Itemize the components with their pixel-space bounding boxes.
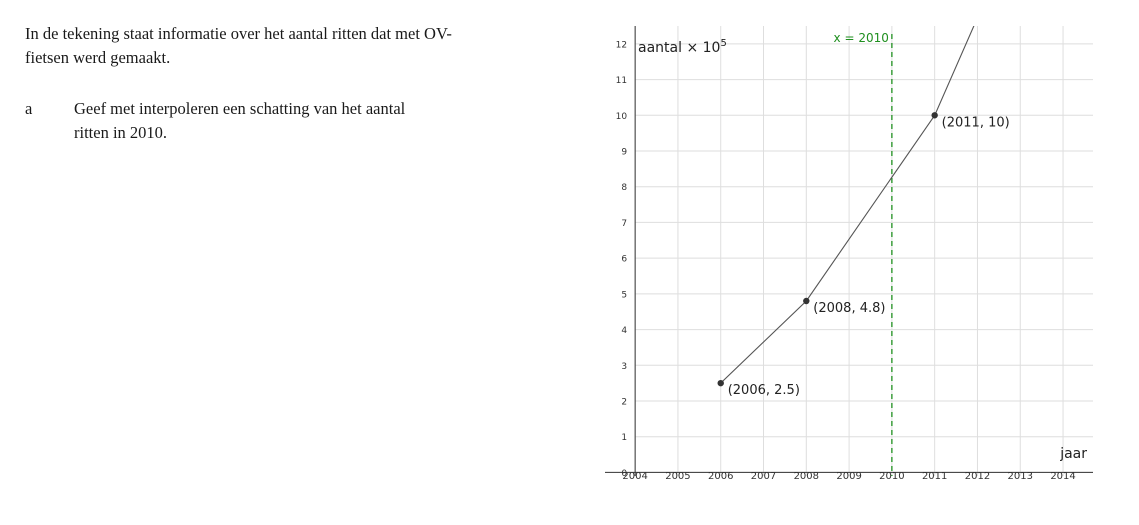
x-axis-label: jaar <box>1059 446 1087 462</box>
question-text: In de tekening staat informatie over het… <box>25 22 455 145</box>
question-item-letter: a <box>25 99 33 118</box>
y-tick-label: 12 <box>616 40 627 50</box>
x-tick-label: 2005 <box>665 471 690 482</box>
data-points-group: (2006, 2.5) (2008, 4.8) (2011, 10) <box>717 112 1010 398</box>
y-tick-label: 7 <box>621 219 627 229</box>
data-point-label: (2008, 4.8) <box>813 301 885 316</box>
data-point <box>931 112 938 119</box>
x-tick-label: 2012 <box>965 471 990 482</box>
y-tick-label: 9 <box>621 148 627 158</box>
chart-grid <box>634 26 1093 476</box>
data-point-label: (2011, 10) <box>942 115 1010 130</box>
y-axis-label-exponent: 5 <box>720 38 726 49</box>
data-point <box>717 379 724 387</box>
x-tick-label: 2009 <box>836 471 861 482</box>
y-tick-label: 2 <box>621 398 627 408</box>
y-axis-label-base: aantal × 10 <box>638 40 720 56</box>
y-tick-label: 4 <box>621 326 627 336</box>
y-tick-label: 5 <box>621 290 627 300</box>
x-tick-label: 2011 <box>922 471 947 482</box>
question-intro: In de tekening staat informatie over het… <box>25 24 452 67</box>
y-tick-label: 8 <box>621 183 627 193</box>
y-tick-label: 11 <box>616 76 627 86</box>
y-tick-label: 1 <box>621 433 627 443</box>
question-item: a Geef met interpoleren een schatting va… <box>25 97 455 145</box>
reference-line-group: x = 2010 <box>834 31 893 476</box>
y-tick-label: 3 <box>621 362 627 372</box>
data-point-label: (2006, 2.5) <box>728 383 800 398</box>
series-group <box>720 26 975 384</box>
y-tick-label: 6 <box>621 255 627 265</box>
data-point <box>803 297 810 305</box>
reference-line-label: x = 2010 <box>834 31 889 45</box>
x-tick-label: 2007 <box>751 471 776 482</box>
axis-labels: aantal × 105 jaar <box>638 38 1087 462</box>
series-line <box>720 26 975 384</box>
x-tick-label: 2013 <box>1008 471 1033 482</box>
y-tick-label: 10 <box>616 112 628 122</box>
chart-axes <box>605 26 1093 476</box>
y-axis-label: aantal × 105 <box>638 38 727 56</box>
question-item-text: Geef met interpoleren een schatting van … <box>74 99 406 142</box>
x-tick-label: 2010 <box>879 471 904 482</box>
x-tick-label: 2014 <box>1050 471 1075 482</box>
x-tick-label: 2006 <box>708 471 733 482</box>
x-tick-label: 2004 <box>622 471 647 482</box>
x-tick-labels: 2004 2005 2006 2007 2008 2009 2010 2011 2012 2013… <box>622 471 1075 482</box>
x-tick-label: 2008 <box>794 471 819 482</box>
y-tick-label: 0 <box>621 469 627 479</box>
